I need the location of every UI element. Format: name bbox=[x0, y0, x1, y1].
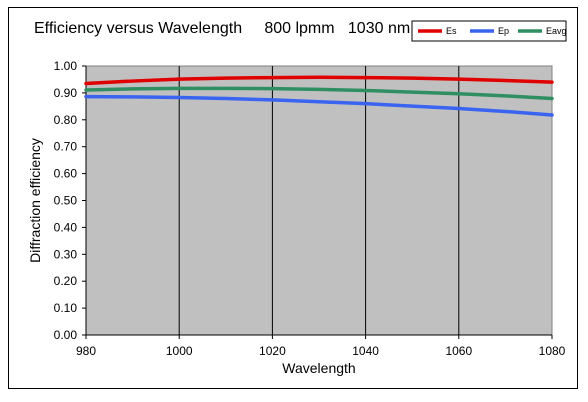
legend-label-es: Es bbox=[446, 26, 457, 36]
y-tick-label: 0.90 bbox=[54, 86, 78, 100]
x-tick-label: 980 bbox=[76, 344, 96, 358]
y-tick-label: 0.70 bbox=[54, 140, 78, 154]
x-tick-label: 1060 bbox=[445, 344, 472, 358]
x-tick-label: 1020 bbox=[259, 344, 286, 358]
y-tick-label: 0.10 bbox=[54, 301, 78, 315]
x-tick-label: 1080 bbox=[539, 344, 566, 358]
y-tick-label: 1.00 bbox=[54, 59, 78, 73]
y-tick-label: 0.20 bbox=[54, 274, 78, 288]
x-axis-label: Wavelength bbox=[282, 360, 355, 376]
series-line-ep bbox=[84, 94, 554, 117]
series-line-eavg bbox=[84, 86, 554, 101]
y-axis-label: Diffraction efficiency bbox=[27, 138, 43, 263]
series-line-es bbox=[84, 75, 554, 86]
y-tick-label: 0.00 bbox=[54, 328, 78, 342]
x-tick-label: 1000 bbox=[166, 344, 193, 358]
plot-area bbox=[85, 65, 553, 336]
x-tick-label: 1040 bbox=[352, 344, 379, 358]
legend-label-ep: Ep bbox=[498, 26, 509, 36]
y-tick-label: 0.30 bbox=[54, 247, 78, 261]
y-tick-label: 0.40 bbox=[54, 220, 78, 234]
y-tick-label: 0.50 bbox=[54, 194, 78, 208]
legend-label-eavg: Eavg bbox=[546, 26, 567, 36]
y-tick-label: 0.80 bbox=[54, 113, 78, 127]
chart-title: Efficiency versus Wavelength 800 lpmm 10… bbox=[34, 20, 411, 37]
y-tick-label: 0.60 bbox=[54, 167, 78, 181]
